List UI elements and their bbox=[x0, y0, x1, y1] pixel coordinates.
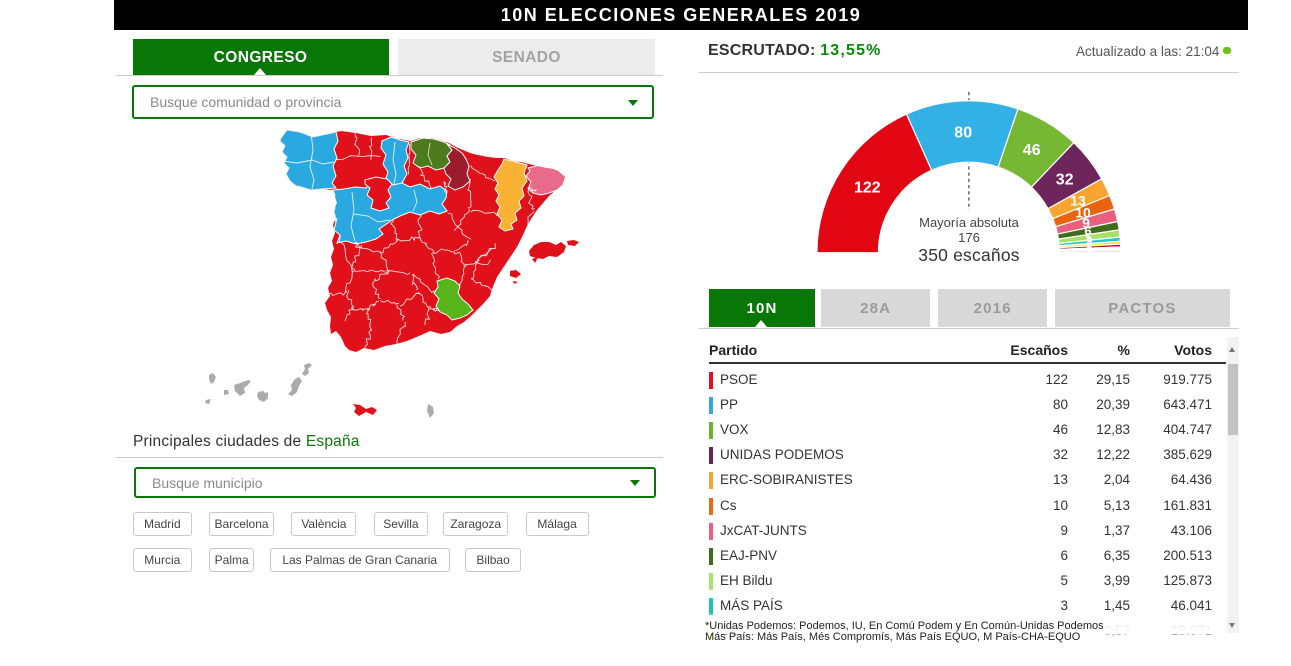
svg-text:13: 13 bbox=[1070, 192, 1086, 208]
svg-text:1: 1 bbox=[1087, 242, 1093, 254]
svg-text:10: 10 bbox=[1075, 204, 1091, 220]
svg-text:32: 32 bbox=[1056, 171, 1074, 188]
svg-text:9: 9 bbox=[1082, 215, 1090, 231]
svg-text:1: 1 bbox=[1087, 244, 1093, 255]
svg-text:5: 5 bbox=[1086, 231, 1093, 245]
svg-text:122: 122 bbox=[854, 180, 881, 197]
svg-text:46: 46 bbox=[1023, 142, 1041, 159]
svg-text:6: 6 bbox=[1084, 224, 1091, 239]
svg-text:2: 2 bbox=[1087, 240, 1093, 252]
svg-text:3: 3 bbox=[1086, 235, 1093, 249]
svg-text:80: 80 bbox=[954, 124, 972, 141]
